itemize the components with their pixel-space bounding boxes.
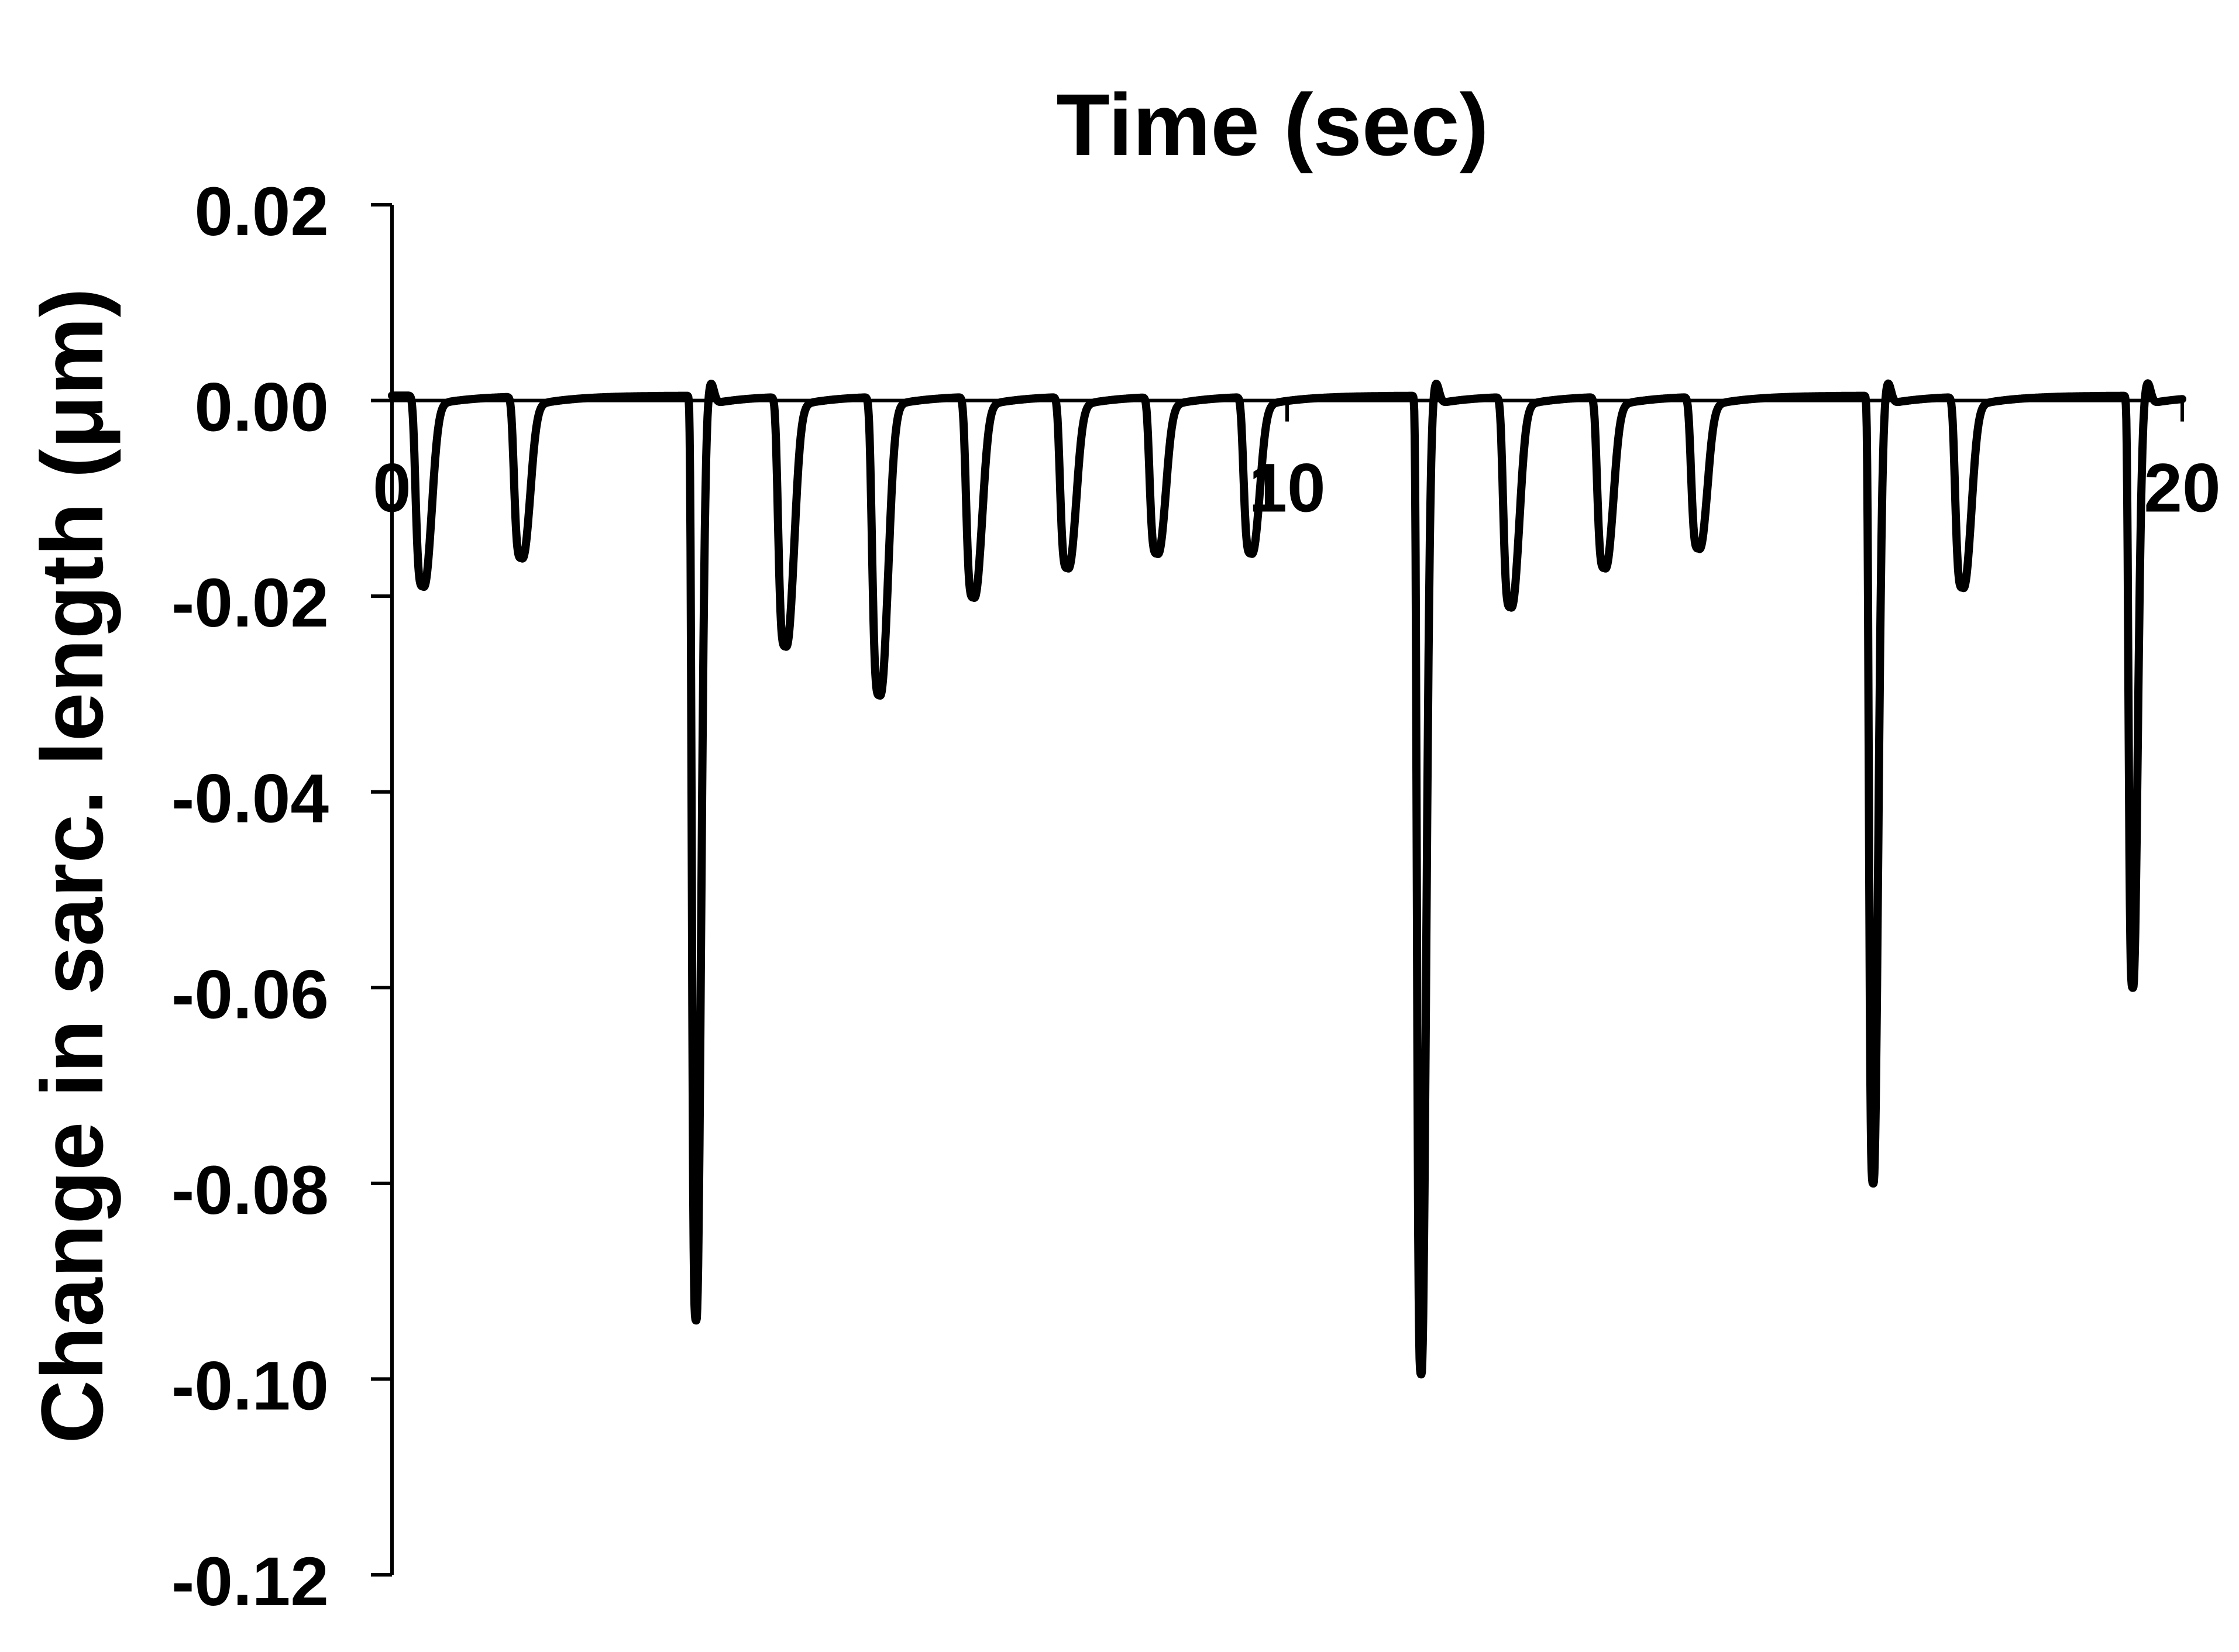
y-tick-label: -0.08 bbox=[171, 1152, 329, 1229]
y-tick-label: -0.02 bbox=[171, 565, 329, 642]
y-tick-label: -0.12 bbox=[171, 1543, 329, 1620]
y-tick-label: -0.06 bbox=[171, 956, 329, 1033]
y-tick-label: 0.02 bbox=[194, 173, 329, 250]
y-axis: 0.02 0.00 -0.02 -0.04 -0.06 -0.08 -0.10 -0.12 bbox=[171, 173, 394, 1620]
x-axis: 0 10 20 bbox=[373, 398, 2221, 527]
y-tick-label: -0.04 bbox=[171, 760, 329, 838]
y-axis-title: Change in sarc. length (μm) bbox=[23, 288, 121, 1443]
series-line bbox=[388, 379, 2186, 1379]
x-tick-label: 0 bbox=[373, 450, 411, 527]
x-axis-title: Time (sec) bbox=[1056, 75, 1488, 174]
y-tick-label: 0.00 bbox=[194, 369, 329, 446]
y-tick-label: -0.10 bbox=[171, 1347, 329, 1424]
x-tick-label: 20 bbox=[2144, 450, 2220, 527]
